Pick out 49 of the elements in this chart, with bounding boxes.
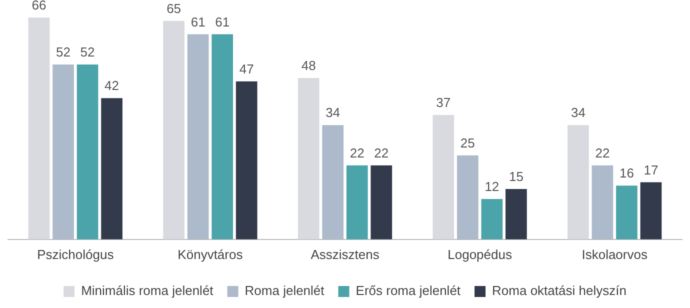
data-label: 52 [80,44,95,60]
data-label: 17 [644,162,658,178]
x-tick-label: Pszichológus [37,246,114,262]
bar [28,17,50,240]
bar [212,34,234,240]
bar [187,34,209,240]
bar [456,155,478,240]
data-label: 42 [104,78,120,94]
legend-label: Roma oktatási helyszín [492,283,626,298]
data-label: 66 [32,0,46,13]
bar [640,182,662,240]
bar [506,188,527,240]
data-label: 34 [326,105,340,120]
legend-label: Roma jelenlét [244,283,325,298]
data-label: 47 [239,61,254,76]
data-label: 15 [508,169,524,184]
bar [236,81,258,240]
data-label: 12 [484,179,500,194]
bar [370,165,392,240]
x-tick-label: Asszisztens [310,246,380,262]
bar [101,98,122,240]
data-label: 48 [301,58,316,74]
data-label: 16 [620,166,634,181]
bar [322,125,344,240]
data-label: 22 [350,145,364,160]
x-tick-label: Logopédus [448,246,512,262]
bar [298,78,320,240]
x-tick-label: Könyvtáros [178,246,244,262]
data-label: 61 [215,14,230,30]
bar [481,199,503,240]
bar [52,64,74,240]
x-tick-label: Iskolaorvos [582,246,648,262]
data-label: 34 [570,105,586,120]
data-label: 65 [166,0,182,16]
bar [568,125,589,240]
bar [76,64,98,240]
bar [616,186,638,240]
bar [592,165,614,240]
data-label: 22 [374,145,389,160]
legend-label: Minimális roma jelenlét [81,283,214,298]
data-label: 61 [190,14,206,30]
bar [432,114,454,240]
bar [163,20,184,240]
bar [346,165,368,240]
legend-label: Erős roma jelenlét [356,283,461,298]
data-label: 52 [56,44,70,60]
data-label: 37 [436,95,451,110]
data-label: 25 [460,135,475,150]
data-label: 22 [595,145,610,160]
